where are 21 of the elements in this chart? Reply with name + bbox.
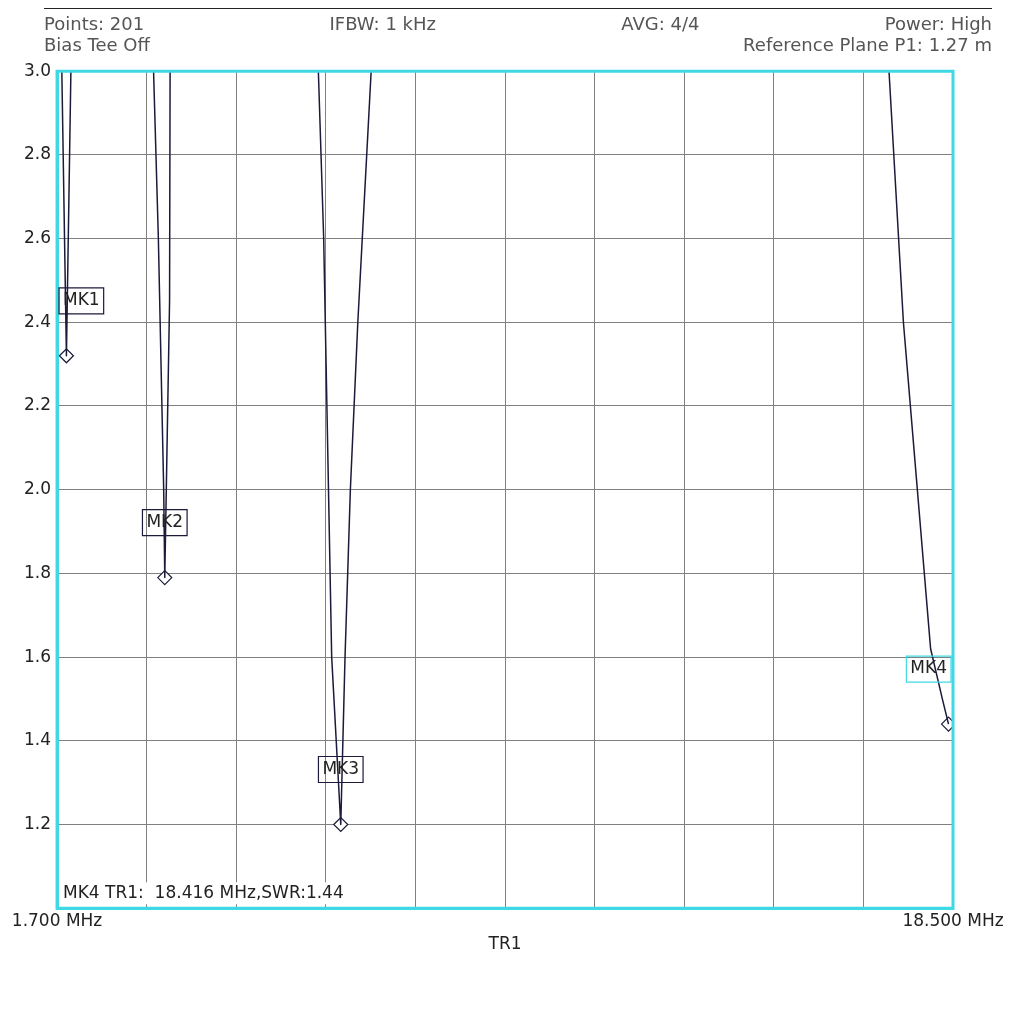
y-tick-label: 2.2 — [23, 394, 52, 415]
y-tick-label: 2.0 — [23, 478, 52, 499]
text: Power: High — [884, 13, 992, 34]
text: Bias Tee Off — [44, 34, 150, 55]
y-tick-label: 2.8 — [23, 143, 52, 164]
text: Reference Plane P1: 1.27 m — [743, 34, 992, 55]
point — [58, 348, 75, 364]
text: Points: 201 — [44, 13, 145, 34]
y-tick-label: 1.4 — [23, 729, 52, 750]
x-axis-title: TR1 — [487, 933, 522, 954]
y-tick-label: 2.4 — [23, 310, 52, 331]
y-tick-label: 1.8 — [23, 561, 52, 582]
x-tick-label: 1.700 MHz — [11, 909, 103, 930]
y-tick-label: 1.2 — [23, 812, 52, 833]
y-tick-label: 1.6 — [23, 645, 52, 666]
text: AVG: 4/4 — [621, 13, 700, 34]
text: IFBW: 1 kHz — [329, 13, 436, 34]
y-tick-label: 3.0 — [23, 59, 52, 80]
annotation: MK4 TR1: 18.416 MHz,SWR:1.44 — [63, 882, 344, 903]
x-tick-label: 18.500 MHz — [902, 909, 1004, 930]
y-tick-label: 2.6 — [23, 227, 52, 248]
